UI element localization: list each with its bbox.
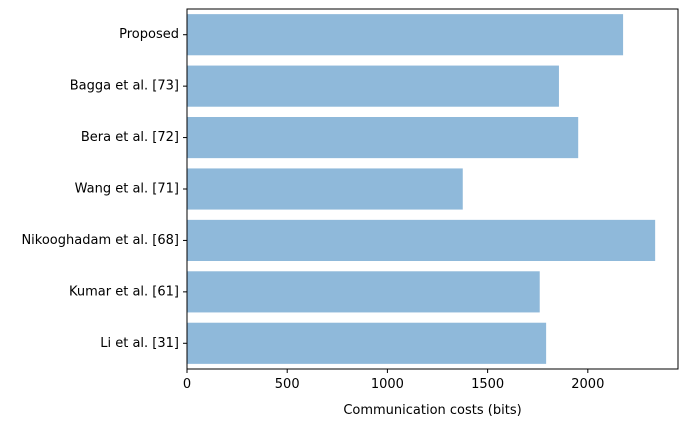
x-tick-label: 1000 (371, 377, 404, 392)
y-tick-label: Bera et al. [72] (81, 130, 179, 145)
y-axis: Proposed Bagga et al. [73] Bera et al. [72… (21, 27, 187, 351)
y-tick-label: Kumar et al. [61] (69, 284, 179, 299)
bar (187, 168, 463, 210)
bar (187, 14, 624, 56)
x-tick-label: 500 (275, 377, 300, 392)
x-axis: 0 500 1000 1500 2000 (183, 369, 604, 392)
y-tick-label: Nikooghadam et al. [68] (21, 233, 179, 248)
x-tick-label: 0 (183, 377, 191, 392)
y-tick-label: Bagga et al. [73] (70, 79, 179, 94)
x-tick-label: 2000 (571, 377, 604, 392)
bars-group (187, 14, 656, 364)
bar (187, 322, 547, 364)
y-tick-label: Proposed (119, 27, 179, 42)
y-tick-label: Wang et al. [71] (75, 182, 179, 197)
bar (187, 117, 579, 159)
y-tick-label: Li et al. [31] (100, 336, 179, 351)
bar (187, 271, 540, 313)
bar (187, 219, 656, 261)
x-tick-label: 1500 (471, 377, 504, 392)
bar (187, 65, 559, 107)
x-axis-label: Communication costs (bits) (343, 403, 521, 418)
